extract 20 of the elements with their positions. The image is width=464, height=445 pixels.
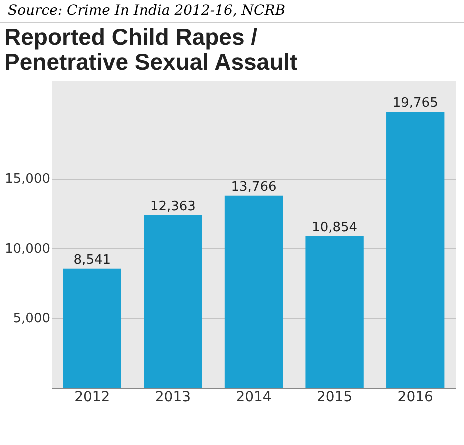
data-label: 8,541 bbox=[74, 252, 112, 268]
y-tick-label: 15,000 bbox=[5, 172, 50, 188]
x-tick-label: 2012 bbox=[74, 390, 110, 406]
y-tick-label: 5,000 bbox=[13, 312, 50, 327]
bar bbox=[144, 215, 202, 388]
source-note: Source: Crime In India 2012-16, NCRB bbox=[0, 0, 464, 23]
x-tick-label: 2014 bbox=[236, 390, 272, 406]
x-tick-label: 2013 bbox=[155, 390, 192, 406]
bar bbox=[386, 112, 445, 388]
bar bbox=[306, 236, 364, 388]
data-label: 10,854 bbox=[312, 220, 358, 236]
bar bbox=[224, 196, 284, 388]
data-label: 19,765 bbox=[392, 96, 438, 112]
chart-title: Reported Child Rapes / Penetrative Sexual Assault bbox=[4, 24, 298, 75]
data-label: 13,766 bbox=[231, 180, 277, 195]
data-label: 12,363 bbox=[150, 199, 196, 214]
x-tick-label: 2015 bbox=[316, 390, 353, 406]
y-tick-label: 10,000 bbox=[5, 242, 50, 257]
bar bbox=[63, 268, 122, 388]
x-tick-label: 2016 bbox=[398, 390, 434, 406]
